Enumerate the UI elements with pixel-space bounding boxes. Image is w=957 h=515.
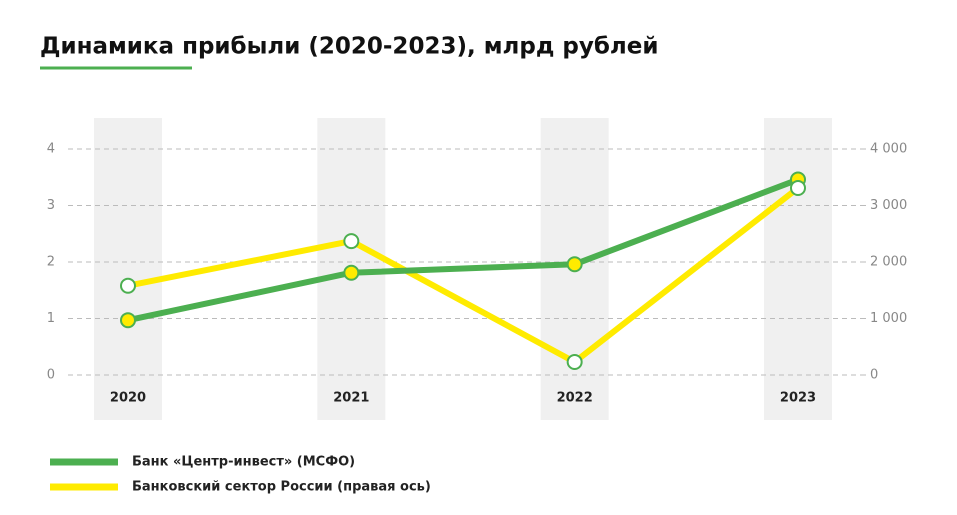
legend-label: Банк «Центр-инвест» (МСФО) (132, 455, 355, 470)
x-tick-label: 2023 (780, 391, 816, 406)
y-tick-label: 2 (47, 255, 55, 270)
point-marker (343, 233, 360, 250)
x-tick-label: 2022 (557, 391, 593, 406)
point-marker (343, 264, 360, 281)
chart-title: Динамика прибыли (2020-2023), млрд рубле… (40, 34, 658, 60)
y2-tick-label: 3 000 (870, 198, 907, 213)
y-tick-label: 3 (47, 198, 55, 213)
legend-label: Банковский сектор России (правая ось) (132, 480, 431, 495)
series-line (127, 185, 800, 366)
category-band (94, 118, 162, 420)
point-marker (790, 179, 806, 196)
category-band (764, 118, 832, 420)
y-tick-label: 4 (47, 142, 55, 157)
y2-tick-label: 1 000 (870, 311, 907, 326)
point-marker (566, 256, 583, 273)
point-marker (566, 354, 583, 371)
y-tick-label: 1 (47, 311, 55, 326)
y-tick-label: 0 (47, 368, 55, 383)
x-tick-label: 2021 (333, 391, 369, 406)
series-line (127, 176, 800, 324)
y2-tick-label: 2 000 (870, 255, 907, 270)
point-marker (120, 312, 136, 329)
point-marker (120, 277, 136, 294)
y2-tick-label: 0 (870, 368, 878, 383)
x-tick-label: 2020 (110, 391, 146, 406)
y2-tick-label: 4 000 (870, 142, 907, 157)
